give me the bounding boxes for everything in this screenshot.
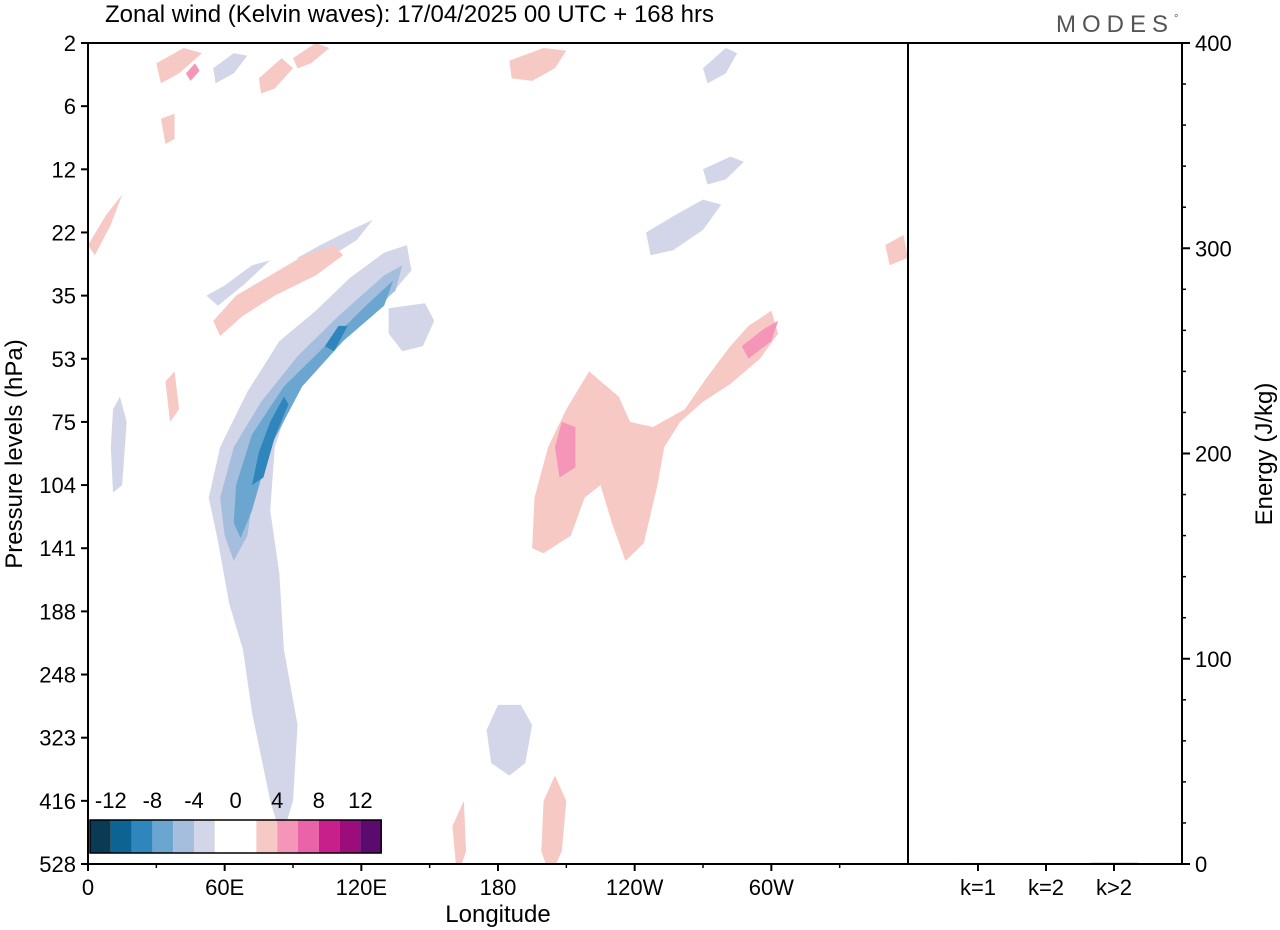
y-tick-label: 104 — [39, 473, 76, 498]
x-tick-label: 120W — [606, 875, 664, 900]
colorbar-swatch — [236, 820, 257, 853]
energy-tick-label: 300 — [1195, 236, 1232, 261]
colorbar-label: -12 — [95, 788, 127, 813]
positive-wind-contour-4 — [885, 235, 908, 265]
x-axis-title: Longitude — [445, 901, 550, 928]
colorbar-swatch — [173, 820, 194, 853]
colorbar-swatch — [132, 820, 153, 853]
colorbar-swatch — [319, 820, 340, 853]
negative-wind-contour-4 — [389, 303, 435, 351]
negative-wind-contour-4 — [703, 157, 744, 185]
figure: Zonal wind (Kelvin waves): 17/04/2025 00… — [0, 0, 1280, 930]
brand-logo-mark: ° — [1174, 13, 1184, 25]
positive-wind-contour-4 — [161, 114, 175, 144]
positive-wind-contour-4 — [88, 195, 122, 256]
positive-wind-contour-4 — [509, 48, 566, 81]
y-tick-label: 6 — [64, 94, 76, 119]
colorbar-swatch — [256, 820, 277, 853]
colorbar-swatch — [90, 820, 111, 853]
colorbar-label: 0 — [229, 788, 241, 813]
colorbar-swatch — [194, 820, 215, 853]
y-tick-label: 188 — [39, 599, 76, 624]
positive-wind-contour-8 — [186, 63, 200, 81]
colorbar-swatch — [340, 820, 361, 853]
energy-axis: 0 100 200 300 400 — [1182, 31, 1232, 877]
y-tick-label: 323 — [39, 726, 76, 751]
x-tick-label: 0 — [82, 875, 94, 900]
energy-plot-frame — [908, 43, 1182, 864]
colorbar-swatch — [111, 820, 132, 853]
y-tick-label: 53 — [52, 347, 76, 372]
brand-logo-text: MODES — [1056, 11, 1174, 38]
positive-wind-contour-4 — [259, 58, 293, 93]
positive-wind-contour-4 — [293, 43, 329, 68]
colorbar-label: 4 — [271, 788, 283, 813]
x-tick-label: 180 — [480, 875, 517, 900]
negative-wind-contour-4 — [646, 200, 721, 256]
x-tick-label: 120E — [336, 875, 387, 900]
positive-wind-contour-4 — [541, 776, 566, 877]
y-axis-title: Pressure levels (hPa) — [1, 339, 28, 568]
energy-tick-label: 0 — [1195, 852, 1207, 877]
negative-wind-contour-4 — [213, 53, 247, 83]
y-tick-label: 35 — [52, 284, 76, 309]
y-tick-label: 416 — [39, 789, 76, 814]
energy-tick-label: 400 — [1195, 31, 1232, 56]
category-label: k>2 — [1096, 875, 1132, 900]
colorbar-legend: -12 -8 -4 0 4 8 12 — [90, 788, 381, 853]
colorbar-swatch — [298, 820, 319, 853]
category-label: k=2 — [1028, 875, 1064, 900]
positive-wind-contour-4 — [452, 801, 466, 877]
colorbar-label: -4 — [184, 788, 204, 813]
colorbar-label: 12 — [348, 788, 372, 813]
colorbar-label: 8 — [313, 788, 325, 813]
energy-categories: k=1 k=2 k>2 — [960, 864, 1132, 900]
y-tick-label: 248 — [39, 663, 76, 688]
energy-axis-title: Energy (J/kg) — [1251, 383, 1278, 526]
colorbar-swatch — [277, 820, 298, 853]
y-tick-label: 12 — [52, 157, 76, 182]
colorbar-label: -8 — [143, 788, 163, 813]
colorbar-swatch — [215, 820, 236, 853]
y-tick-label: 528 — [39, 852, 76, 877]
colorbar-swatch — [152, 820, 173, 853]
category-label: k=1 — [960, 875, 996, 900]
contour-field — [88, 43, 908, 877]
y-tick-label: 75 — [52, 410, 76, 435]
y-axis: 2 6 12 22 35 53 75 104 141 188 248 323 416 528 — [39, 31, 88, 877]
chart-title: Zonal wind (Kelvin waves): 17/04/2025 00… — [105, 1, 714, 28]
energy-tick-label: 200 — [1195, 442, 1232, 467]
x-tick-label: 60W — [749, 875, 794, 900]
colorbar-swatch — [360, 820, 381, 853]
energy-tick-label: 100 — [1195, 647, 1232, 672]
y-tick-label: 141 — [39, 536, 76, 561]
negative-wind-contour-4 — [703, 48, 737, 83]
x-tick-label: 60E — [205, 875, 244, 900]
positive-wind-contour-4 — [165, 371, 179, 422]
y-tick-label: 22 — [52, 220, 76, 245]
negative-wind-contour-4 — [111, 397, 127, 493]
brand-logo: MODES° — [1056, 11, 1184, 38]
y-tick-label: 2 — [64, 31, 76, 56]
x-axis: 0 60E 120E 180 120W 60W — [82, 864, 840, 900]
negative-wind-contour-4 — [487, 705, 533, 776]
